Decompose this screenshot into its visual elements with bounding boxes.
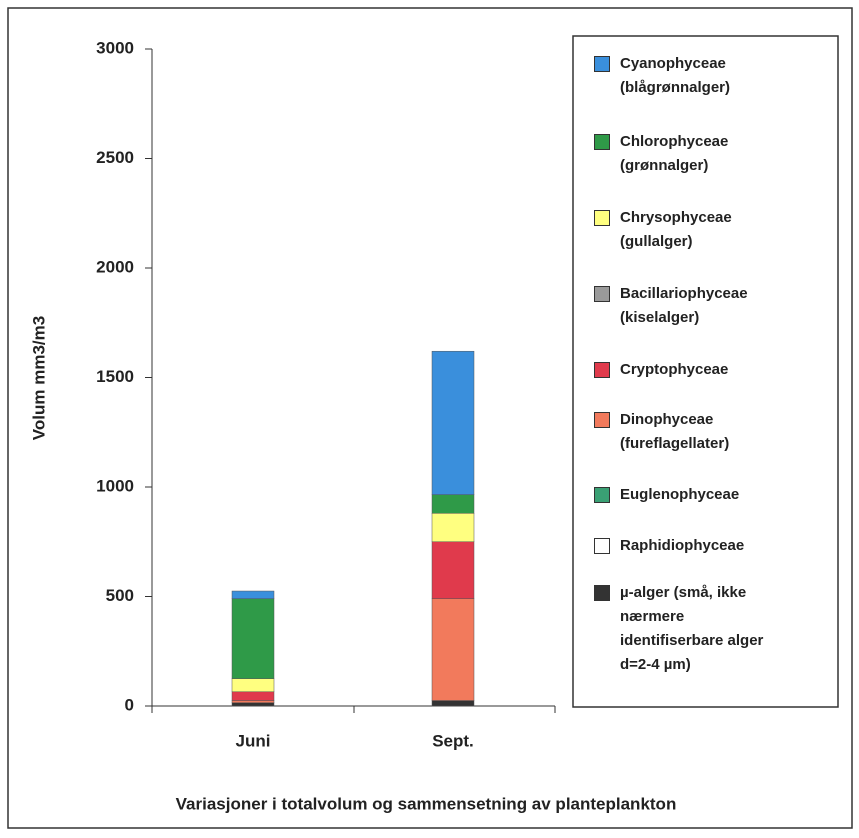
legend-label: Bacillariophyceae (kiselalger) xyxy=(620,285,748,326)
legend-label: Raphidiophyceae xyxy=(620,537,745,554)
legend-swatch xyxy=(594,362,610,378)
bar-segment xyxy=(431,350,475,495)
legend-swatch xyxy=(594,286,610,302)
legend-swatch xyxy=(594,412,610,428)
y-tick-label: 3000 xyxy=(96,38,134,57)
legend-label: Cyanophyceae (blågrønnalger) xyxy=(620,55,731,96)
y-tick-label: 2500 xyxy=(96,148,134,167)
legend-box xyxy=(572,35,839,708)
bar-segment xyxy=(431,541,475,599)
y-tick-label: 0 xyxy=(125,695,134,714)
y-tick-label: 500 xyxy=(106,586,134,605)
bar-segment xyxy=(231,678,275,693)
legend-swatch xyxy=(594,134,610,150)
legend-swatch xyxy=(594,56,610,72)
legend-label: Euglenophyceae xyxy=(620,486,740,503)
y-tick-label: 1500 xyxy=(96,367,134,386)
bar-segment xyxy=(431,700,475,707)
legend-swatch xyxy=(594,210,610,226)
legend-label: Cryptophyceae xyxy=(620,361,729,378)
bar-segment xyxy=(231,691,275,701)
x-tick-label: Sept. xyxy=(432,731,474,750)
y-tick-label: 2000 xyxy=(96,257,134,276)
legend-label: µ-alger (små, ikke nærmere identifiserba… xyxy=(620,584,764,673)
y-axis-label: Volum mm3/m3 xyxy=(29,316,48,440)
bar-segment xyxy=(431,513,475,543)
frame xyxy=(7,7,853,829)
legend-label: Chlorophyceae (grønnalger) xyxy=(620,133,729,174)
bar-segment xyxy=(231,590,275,599)
bar-segment xyxy=(231,598,275,679)
bar-segment xyxy=(431,494,475,514)
x-tick-label: Juni xyxy=(236,731,271,750)
bar-segment xyxy=(431,598,475,701)
legend-label: Dinophyceae (fureflagellater) xyxy=(620,411,730,452)
bar-segment xyxy=(231,700,275,703)
chart-title: Variasjoner i totalvolum og sammensetnin… xyxy=(176,794,677,813)
y-tick-label: 1000 xyxy=(96,476,134,495)
legend-swatch xyxy=(594,487,610,503)
legend-swatch xyxy=(594,585,610,601)
legend-swatch xyxy=(594,538,610,554)
bar-segment xyxy=(231,702,275,707)
legend-label: Chrysophyceae (gullalger) xyxy=(620,209,732,250)
